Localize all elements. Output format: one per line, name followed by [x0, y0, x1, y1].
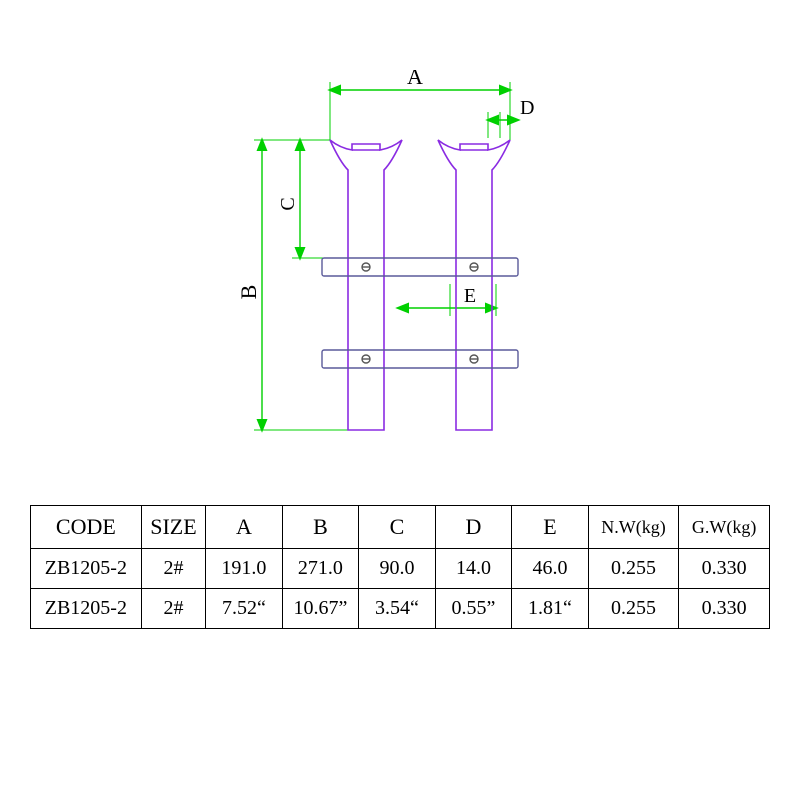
col-header: N.W(kg) [588, 506, 679, 549]
brackets [322, 258, 518, 368]
label-e: E [464, 285, 476, 307]
col-header: A [206, 506, 283, 549]
table-cell: 0.255 [588, 549, 679, 589]
rod-holder [330, 140, 510, 430]
table-cell: 10.67” [282, 589, 359, 629]
col-header: G.W(kg) [679, 506, 770, 549]
label-d: D [520, 97, 534, 119]
col-header: SIZE [141, 506, 205, 549]
table-cell: 90.0 [359, 549, 436, 589]
table-cell: 2# [141, 549, 205, 589]
table-cell: 0.255 [588, 589, 679, 629]
col-header: E [512, 506, 589, 549]
dim-e: E [398, 284, 496, 316]
dimension-diagram: A D B C E [220, 70, 580, 470]
label-b: B [236, 285, 261, 300]
spec-table: CODESIZEABCDEN.W(kg)G.W(kg) ZB1205-22#19… [30, 505, 770, 629]
dim-d: D [488, 97, 534, 138]
table-cell: 3.54“ [359, 589, 436, 629]
dim-c: C [277, 140, 338, 258]
table-cell: 46.0 [512, 549, 589, 589]
diagram-svg: A D B C E [220, 70, 580, 470]
table-cell: 7.52“ [206, 589, 283, 629]
table-cell: 271.0 [282, 549, 359, 589]
table-cell: 191.0 [206, 549, 283, 589]
table-cell: 2# [141, 589, 205, 629]
col-header: D [435, 506, 512, 549]
dim-a: A [330, 70, 510, 140]
label-c: C [277, 197, 299, 210]
table-row: ZB1205-22#191.0271.090.014.046.00.2550.3… [31, 549, 770, 589]
col-header: C [359, 506, 436, 549]
table-cell: 1.81“ [512, 589, 589, 629]
table-cell: ZB1205-2 [31, 549, 142, 589]
col-header: B [282, 506, 359, 549]
table-row: ZB1205-22#7.52“10.67”3.54“0.55”1.81“0.25… [31, 589, 770, 629]
spec-table-container: CODESIZEABCDEN.W(kg)G.W(kg) ZB1205-22#19… [30, 505, 770, 629]
table-cell: 14.0 [435, 549, 512, 589]
table-body: ZB1205-22#191.0271.090.014.046.00.2550.3… [31, 549, 770, 629]
dim-b: B [236, 140, 380, 430]
table-cell: 0.330 [679, 589, 770, 629]
header-row: CODESIZEABCDEN.W(kg)G.W(kg) [31, 506, 770, 549]
label-a: A [407, 70, 423, 89]
col-header: CODE [31, 506, 142, 549]
table-cell: ZB1205-2 [31, 589, 142, 629]
table-cell: 0.55” [435, 589, 512, 629]
table-cell: 0.330 [679, 549, 770, 589]
